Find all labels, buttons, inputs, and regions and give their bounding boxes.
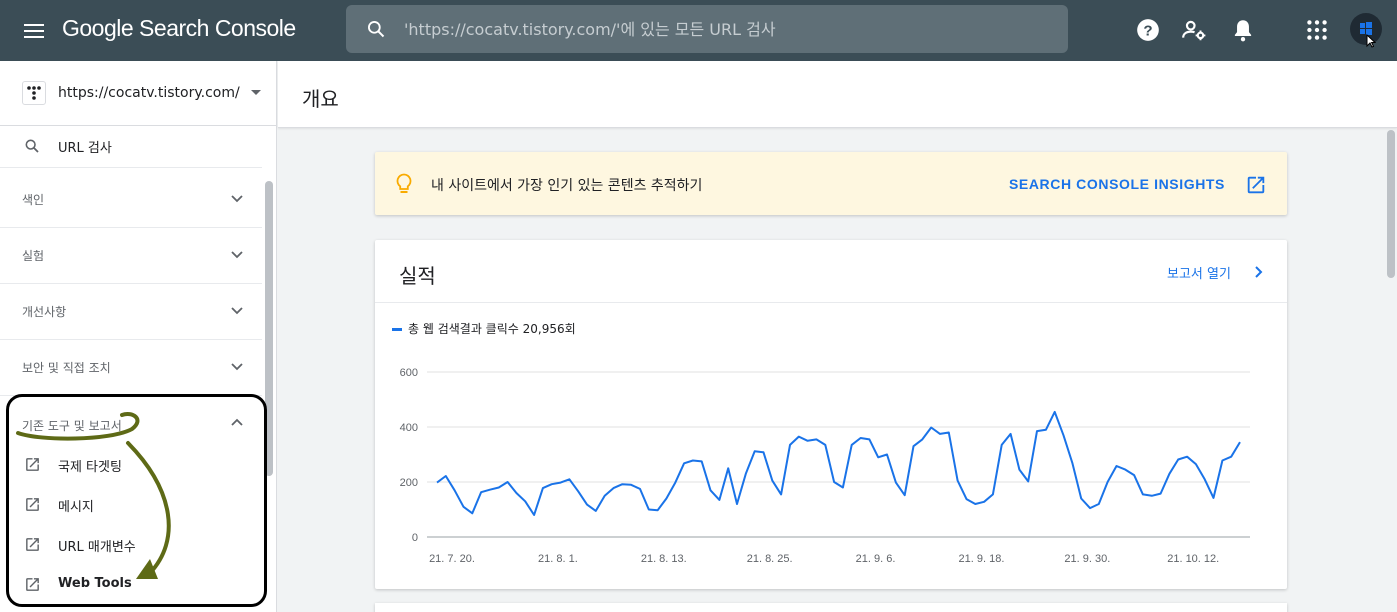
insights-link-label: SEARCH CONSOLE INSIGHTS (1008, 176, 1225, 192)
sidebar-item-web-tools[interactable]: Web Tools (0, 564, 262, 604)
search-console-insights-link[interactable]: SEARCH CONSOLE INSIGHTS (1009, 174, 1267, 196)
sidebar-item-url-parameters[interactable]: URL 매개변수 (0, 524, 262, 564)
sidebar-section-legacy-tools[interactable]: 기존 도구 및 보고서 (0, 401, 262, 447)
performance-card: 실적 보고서 열기 총 웹 검색결과 클릭수 20,956회 600 400 200… (375, 240, 1287, 589)
page-header: 개요 (278, 61, 1397, 128)
chevron-down-icon (231, 251, 243, 259)
sidebar-section-experiments[interactable]: 실험 (0, 228, 262, 284)
clicks-line-chart: 600 400 200 0 21. 7. 20. 21. 8. 1. 21. 8. 13. 2… (400, 367, 1250, 565)
sidebar-item-messages[interactable]: 메시지 (0, 484, 262, 524)
user-settings-icon[interactable] (1181, 17, 1207, 43)
y-tick-label: 400 (400, 422, 418, 434)
sidebar: https://cocatv.tistory.com/ URL 검사 색인 실험… (0, 61, 277, 612)
x-tick-label: 21. 9. 6. (856, 553, 896, 565)
x-tick-label: 21. 8. 25. (747, 553, 793, 565)
property-favicon (22, 81, 46, 105)
app-logo[interactable]: Google Search Console (62, 15, 296, 41)
chevron-down-icon (231, 307, 243, 315)
legend-label: 총 웹 검색결과 클릭수 20,956회 (408, 322, 576, 336)
sidebar-section-enhancements[interactable]: 개선사항 (0, 284, 262, 340)
open-report-label: 보고서 열기 (1167, 267, 1231, 282)
property-url: https://cocatv.tistory.com/ (58, 85, 240, 101)
search-bar[interactable] (346, 5, 1068, 53)
section-label: 개선사항 (22, 305, 67, 319)
search-icon (368, 21, 385, 38)
insights-text: 내 사이트에서 가장 인기 있는 콘텐츠 추적하기 (431, 178, 703, 194)
account-avatar[interactable] (1350, 13, 1382, 45)
annotation-arrow-drawing (16, 412, 171, 579)
section-label: 실험 (22, 249, 45, 263)
legend-swatch (392, 328, 402, 331)
chevron-down-icon (231, 363, 243, 371)
main-scrollbar[interactable] (1387, 130, 1395, 278)
menu-icon[interactable] (22, 19, 46, 43)
y-tick-label: 600 (400, 367, 418, 379)
chevron-right-icon (1255, 266, 1263, 278)
sidebar-item-label: Web Tools (58, 576, 132, 591)
sidebar-item-label: URL 매개변수 (58, 540, 136, 555)
y-tick-label: 200 (400, 477, 418, 489)
tistory-icon (27, 86, 41, 100)
dropdown-caret-icon (251, 90, 261, 95)
svg-text:?: ? (1143, 22, 1152, 39)
sidebar-section-index[interactable]: 색인 (0, 172, 262, 228)
property-selector[interactable]: https://cocatv.tistory.com/ (0, 61, 276, 126)
section-label: 색인 (22, 193, 45, 207)
account-logo-icon (1360, 22, 1372, 35)
lightbulb-icon (396, 173, 412, 193)
chevron-up-icon (231, 418, 243, 426)
page-title: 개요 (302, 87, 339, 111)
sidebar-item-url-inspection[interactable]: URL 검사 (0, 126, 262, 168)
sidebar-section-security[interactable]: 보안 및 직접 조치 (0, 340, 262, 396)
performance-title: 실적 (399, 264, 436, 288)
search-icon (25, 139, 39, 153)
url-inspection-input[interactable] (404, 5, 1044, 53)
x-tick-label: 21. 7. 20. (429, 553, 475, 565)
x-tick-label: 21. 9. 18. (959, 553, 1005, 565)
external-link-icon (26, 458, 39, 471)
card-divider (375, 302, 1287, 303)
annotation-highlight-box (6, 394, 267, 607)
sidebar-item-label: 국제 타겟팅 (58, 460, 122, 475)
mouse-cursor-icon (1366, 34, 1376, 48)
clicks-series-line (436, 410, 1241, 516)
next-card-edge (375, 603, 1287, 612)
top-app-bar: Google Search Console ? (0, 0, 1397, 61)
x-tick-label: 21. 8. 13. (641, 553, 687, 565)
external-link-icon (26, 578, 39, 591)
external-link-icon (26, 498, 39, 511)
open-in-new-icon (1247, 176, 1265, 194)
sidebar-item-label: 메시지 (58, 500, 94, 515)
notifications-icon[interactable] (1230, 17, 1256, 43)
chevron-down-icon (231, 195, 243, 203)
x-tick-label: 21. 9. 30. (1064, 553, 1110, 565)
section-label: 기존 도구 및 보고서 (22, 419, 122, 433)
insights-banner: 내 사이트에서 가장 인기 있는 콘텐츠 추적하기 SEARCH CONSOLE… (375, 152, 1287, 215)
sidebar-item-international-targeting[interactable]: 국제 타겟팅 (0, 444, 262, 484)
x-tick-label: 21. 8. 1. (538, 553, 578, 565)
sidebar-scrollbar[interactable] (265, 181, 273, 476)
external-link-icon (26, 538, 39, 551)
y-tick-label: 0 (412, 532, 418, 544)
section-label: 보안 및 직접 조치 (22, 361, 111, 375)
help-icon[interactable]: ? (1135, 17, 1161, 43)
x-tick-label: 21. 10. 12. (1167, 553, 1219, 565)
sidebar-item-label: URL 검사 (58, 141, 112, 156)
apps-grid-icon[interactable] (1304, 17, 1330, 43)
